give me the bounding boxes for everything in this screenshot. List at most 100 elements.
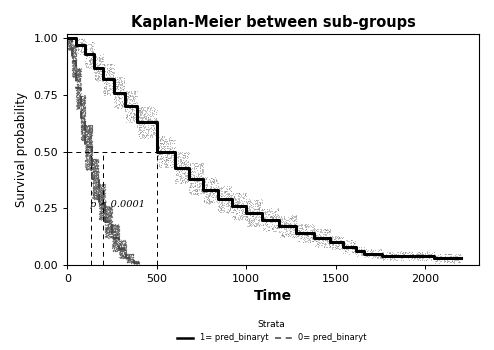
- Point: [193, 177, 201, 183]
- Point: [113, 238, 121, 243]
- Point: [83, 133, 91, 139]
- Point: [77, 107, 85, 113]
- Point: [113, 231, 121, 236]
- Point: [119, 244, 127, 250]
- Point: [84, 134, 92, 140]
- Point: [81, 128, 89, 133]
- Point: [89, 166, 97, 172]
- Point: [109, 225, 117, 231]
- Point: [92, 193, 100, 198]
- Point: [84, 124, 92, 130]
- Point: [95, 71, 103, 76]
- Point: [137, 128, 145, 133]
- Point: [153, 163, 161, 169]
- Point: [192, 188, 200, 194]
- Point: [260, 215, 268, 221]
- Point: [196, 190, 204, 196]
- Point: [76, 76, 83, 82]
- Point: [76, 77, 84, 83]
- Point: [118, 240, 126, 246]
- Point: [89, 191, 97, 197]
- Point: [81, 94, 88, 100]
- Point: [124, 254, 132, 260]
- Point: [248, 215, 256, 221]
- Point: [108, 222, 116, 228]
- Point: [139, 122, 147, 127]
- Point: [120, 244, 128, 249]
- Point: [113, 226, 121, 232]
- Point: [87, 147, 95, 153]
- Point: [117, 239, 124, 245]
- Point: [97, 71, 105, 77]
- Point: [225, 191, 233, 197]
- Point: [324, 227, 331, 232]
- Point: [105, 204, 113, 210]
- Point: [106, 217, 114, 222]
- Point: [81, 130, 89, 135]
- Point: [72, 57, 80, 62]
- Point: [196, 161, 204, 167]
- Point: [116, 248, 124, 254]
- Point: [77, 107, 85, 113]
- Point: [126, 256, 134, 262]
- Point: [96, 57, 104, 62]
- Point: [84, 166, 92, 172]
- Point: [140, 133, 148, 138]
- Point: [70, 71, 78, 76]
- Point: [117, 244, 125, 250]
- Point: [375, 254, 383, 259]
- Point: [123, 251, 130, 257]
- Point: [64, 38, 72, 44]
- Point: [240, 200, 247, 205]
- Point: [75, 79, 83, 85]
- Point: [230, 216, 238, 222]
- Point: [435, 254, 443, 260]
- Point: [181, 150, 189, 155]
- Point: [201, 189, 208, 195]
- Point: [103, 225, 111, 230]
- Point: [106, 218, 114, 223]
- Point: [194, 177, 202, 183]
- Point: [441, 258, 449, 264]
- Point: [70, 47, 78, 53]
- Point: [99, 191, 107, 197]
- Point: [195, 171, 203, 176]
- Point: [82, 154, 90, 160]
- Point: [81, 112, 88, 118]
- Point: [96, 197, 104, 203]
- Point: [77, 93, 84, 99]
- Point: [131, 258, 139, 263]
- Point: [73, 75, 81, 81]
- Point: [455, 251, 463, 257]
- Point: [285, 227, 292, 233]
- Point: [248, 213, 256, 219]
- Point: [84, 163, 92, 169]
- Point: [98, 64, 106, 70]
- Point: [280, 221, 288, 226]
- Point: [119, 253, 126, 259]
- Point: [276, 218, 284, 223]
- Point: [78, 128, 85, 133]
- Point: [296, 222, 304, 228]
- Point: [132, 258, 140, 264]
- Point: [72, 61, 80, 66]
- Point: [111, 234, 119, 240]
- Point: [88, 127, 96, 132]
- Point: [69, 51, 77, 57]
- Point: [80, 117, 87, 123]
- Point: [104, 206, 112, 212]
- Point: [103, 215, 111, 221]
- Point: [80, 117, 88, 123]
- Point: [191, 163, 199, 169]
- Point: [117, 250, 124, 255]
- Point: [107, 205, 115, 211]
- Point: [164, 148, 171, 154]
- Point: [129, 259, 137, 264]
- Point: [160, 144, 168, 150]
- Point: [104, 61, 112, 66]
- Point: [101, 209, 109, 214]
- Point: [75, 85, 82, 90]
- Point: [97, 215, 105, 220]
- Point: [104, 226, 112, 231]
- Point: [399, 254, 407, 260]
